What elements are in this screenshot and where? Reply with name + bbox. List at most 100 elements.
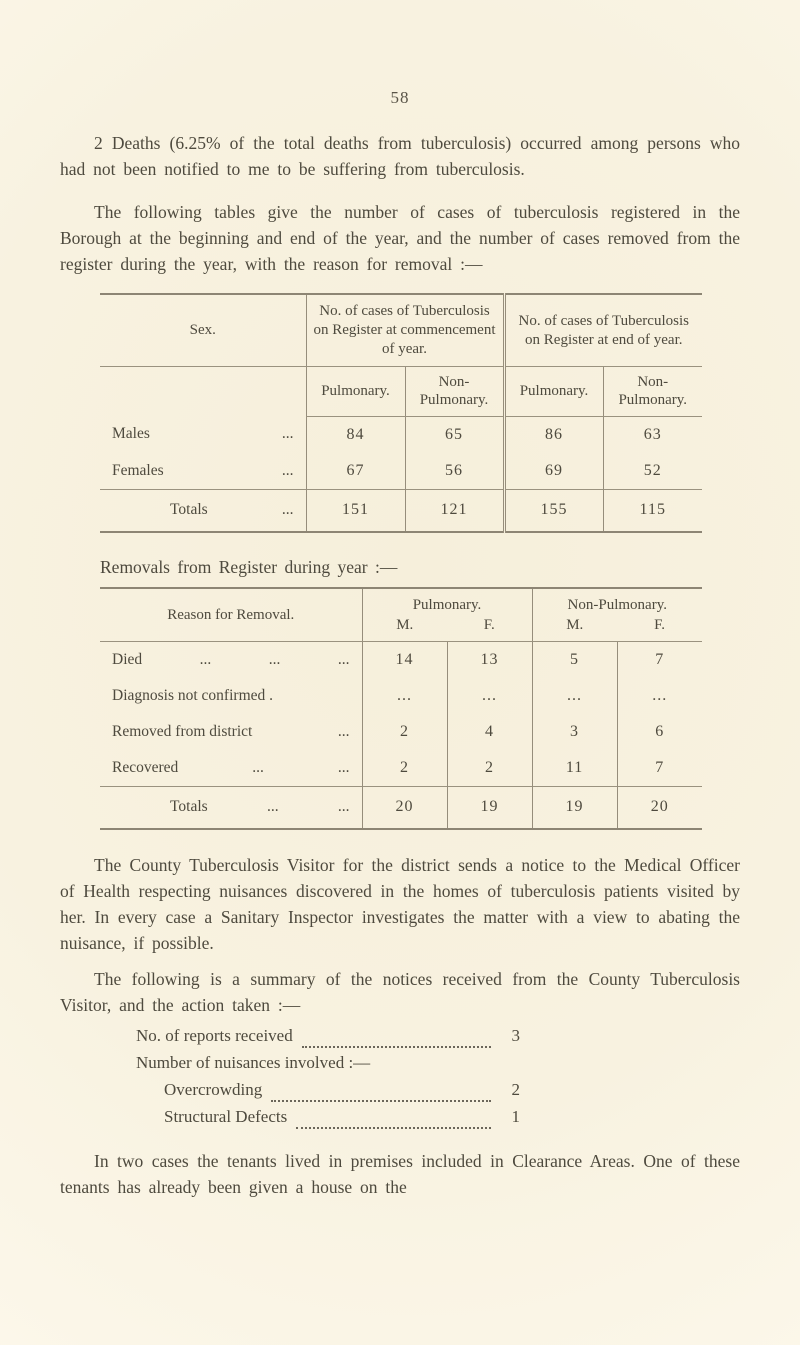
row-label-totals: Totals ... ... [100,785,362,829]
table-row-totals: Totals ... ... 20 19 19 20 [100,785,703,829]
removals-heading: Removals from Register during year :— [100,556,398,577]
cell-total: 155 [502,488,603,532]
leader-dots: ... [268,650,281,668]
cell-value: ... [616,677,703,714]
table-row-diagnosis-not-confirmed: Diagnosis not confirmed . ... ... ... ..… [100,677,703,714]
table-row-recovered: Recovered ... ... 2 2 11 7 [100,749,703,787]
cell-value: 7 [616,641,703,678]
cell-value: 13 [446,641,533,678]
cell-value: 52 [602,452,703,490]
leader-dots: ... [266,797,279,815]
register-table: Sex. No. of cases of Tuberculosis on Reg… [100,293,703,533]
leader-dots: ... [337,797,350,815]
leader-dots: ... [337,722,350,740]
register-table-group-header-row: Sex. No. of cases of Tuberculosis on Reg… [100,294,703,367]
row-label-died: Died ... ... ... [112,650,350,668]
summary-row-reports: No. of reports received 3 [136,1026,520,1053]
leader-dots: ... [281,500,294,518]
removals-table-group-pulmonary: Pulmonary. [361,587,533,617]
paragraph-clearance: In two cases the tenants lived in premis… [60,1150,740,1197]
register-table-group-end: No. of cases of Tuberculosis on Register… [502,294,703,367]
removals-table-reason-header: Reason for Removal. [100,587,362,642]
row-label-diagnosis: Diagnosis not confirmed . [112,686,274,704]
row-label-removed: Removed from district ... [112,722,350,740]
cell-total: 19 [531,785,618,829]
cell-total: 19 [446,785,533,829]
removals-table-group-header-row: Reason for Removal. Pulmonary. Non-Pulmo… [100,587,703,642]
removals-subheader-f1: F. [447,616,533,642]
cell-total: 151 [305,488,405,532]
row-label-totals: Totals ... [100,488,306,532]
register-table-group-commencement: No. of cases of Tuberculosis on Register… [305,294,504,367]
register-table-subheader-nonpulmonary-1: Non-Pulmonary. [404,366,504,417]
summary-row-overcrowding: Overcrowding 2 [136,1080,520,1107]
table-row-males: Males ... 84 65 86 63 [100,416,703,453]
register-table-sex-spacer [100,366,306,416]
cell-value: 63 [602,416,703,453]
dotted-leader [296,1126,491,1129]
table-row-totals: Totals ... 151 121 155 115 [100,488,703,532]
summary-label: No. of reports received [136,1025,293,1045]
cell-total: 20 [361,785,447,829]
cell-total: 20 [616,785,703,829]
paragraph-tables-intro: The following tables give the number of … [60,202,740,274]
leader-dots: ... [252,758,264,776]
removals-subheader-m1: M. [361,616,447,642]
leader-dots: ... [337,650,350,668]
page-number: 58 [390,88,410,107]
table-row-died: Died ... ... ... 14 13 5 7 [100,641,703,678]
cell-total: 121 [404,488,504,532]
cell-value: 2 [361,749,447,787]
summary-label: Overcrowding [164,1079,263,1099]
row-label-females: Females ... [112,461,294,479]
removals-subheader-m2: M. [531,616,618,642]
cell-value: 65 [404,416,504,453]
paragraph-deaths: 2 Deaths (6.25% of the total deaths from… [60,133,740,179]
cell-value: 67 [305,452,405,490]
cell-value: 4 [446,713,533,750]
cell-value: ... [361,677,447,714]
dotted-leader [271,1099,491,1102]
table-row-females: Females ... 67 56 69 52 [100,452,703,490]
summary-row-structural-defects: Structural Defects 1 [136,1107,520,1134]
removals-table: Reason for Removal. Pulmonary. Non-Pulmo… [100,586,703,830]
notice-summary: No. of reports received 3 Number of nuis… [136,1026,520,1134]
register-table-subheader-pulmonary-2: Pulmonary. [502,366,603,417]
leader-dots: ... [281,425,294,443]
row-label-males: Males ... [112,425,294,443]
cell-value: 56 [404,452,504,490]
report-page: 58 2 Deaths (6.25% of the total deaths f… [60,88,740,1197]
cell-value: 3 [531,713,618,750]
cell-value: 14 [361,641,447,678]
cell-value: 6 [616,713,703,750]
cell-value: ... [531,677,618,714]
cell-value: 11 [531,749,618,787]
removals-table-group-nonpulmonary: Non-Pulmonary. [531,587,703,617]
cell-value: 5 [531,641,618,678]
removals-table-sub-header-row: M. F. M. F. [100,616,703,642]
summary-label: Structural Defects [164,1106,288,1126]
leader-dots: ... [281,461,294,479]
summary-label: Number of nuisances involved :— [136,1052,371,1072]
cell-value: ... [446,677,533,714]
paragraph-visitor: The County Tuberculosis Visitor for the … [60,854,740,953]
table-row-removed-from-district: Removed from district ... 2 4 3 6 [100,713,703,750]
register-table-sex-header: Sex. [100,294,306,367]
summary-row-nuisances-heading: Number of nuisances involved :— [136,1053,520,1080]
register-table-subheader-nonpulmonary-2: Non-Pulmonary. [602,366,703,417]
register-table-sub-header-row: Pulmonary. Non-Pulmonary. Pulmonary. Non… [100,366,703,417]
summary-value: 1 [511,1106,521,1126]
cell-value: 69 [502,452,603,490]
summary-value: 2 [511,1079,521,1099]
row-label-recovered: Recovered ... ... [112,758,350,776]
cell-total: 115 [602,488,703,532]
summary-value: 3 [511,1025,521,1045]
leader-dots: ... [337,758,350,776]
cell-value: 7 [616,749,703,787]
removals-subheader-f2: F. [617,616,703,642]
register-table-subheader-pulmonary-1: Pulmonary. [305,366,405,417]
paragraph-summary-intro: The following is a summary of the notice… [60,968,740,1015]
leader-dots: ... [199,650,212,668]
dotted-leader [301,1045,491,1048]
cell-value: 86 [502,416,603,453]
